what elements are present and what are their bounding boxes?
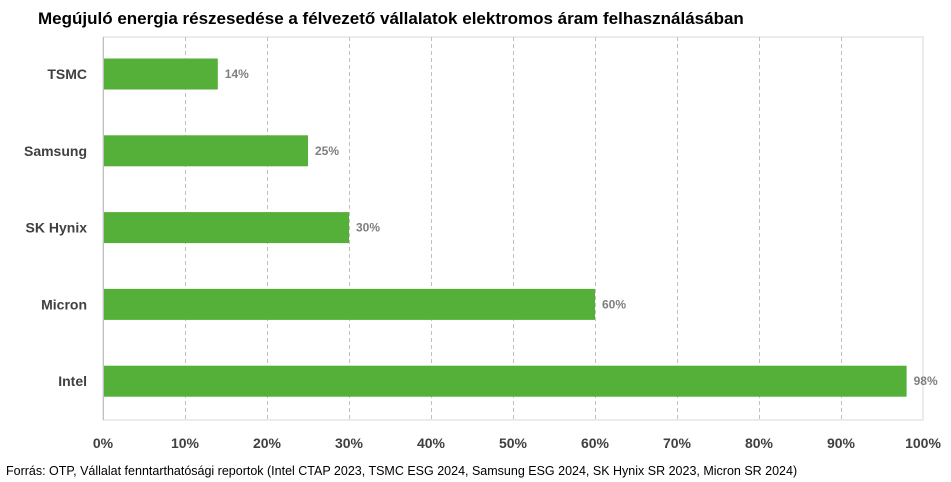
data-label: 25% <box>315 144 339 158</box>
x-tick-label: 40% <box>417 435 446 451</box>
category-label: TSMC <box>47 66 87 82</box>
x-tick-label: 10% <box>171 435 200 451</box>
bar-intel <box>104 365 907 397</box>
data-label: 60% <box>602 297 626 311</box>
category-label: Samsung <box>24 143 87 159</box>
chart-title: Megújuló energia részesedése a félvezető… <box>38 9 744 28</box>
x-tick-label: 60% <box>581 435 610 451</box>
bar-sk-hynix <box>104 212 349 244</box>
category-label: SK Hynix <box>26 220 88 236</box>
category-label: Intel <box>58 373 87 389</box>
category-labels: TSMC Samsung SK Hynix Micron Intel <box>24 66 87 389</box>
gridlines <box>102 36 924 421</box>
x-axis-tick-labels: 0% 10% 20% 30% 40% 50% 60% 70% 80% 90% 100% <box>93 435 942 451</box>
x-tick-label: 50% <box>499 435 528 451</box>
x-tick-label: 80% <box>745 435 774 451</box>
data-label: 14% <box>225 67 249 81</box>
x-tick-label: 20% <box>253 435 282 451</box>
data-label: 98% <box>914 374 938 388</box>
x-tick-label: 100% <box>905 435 941 451</box>
bars <box>104 58 907 397</box>
data-label: 30% <box>356 221 380 235</box>
bar-micron <box>104 288 595 320</box>
category-label: Micron <box>41 296 87 312</box>
x-tick-label: 90% <box>827 435 856 451</box>
x-tick-label: 70% <box>663 435 692 451</box>
x-tick-label: 0% <box>93 435 114 451</box>
data-labels: 14% 25% 30% 60% 98% <box>225 67 938 388</box>
bar-samsung <box>104 135 308 167</box>
x-tick-label: 30% <box>335 435 364 451</box>
bar-tsmc <box>104 58 218 90</box>
source-note: Forrás: OTP, Vállalat fenntarthatósági r… <box>6 464 798 478</box>
